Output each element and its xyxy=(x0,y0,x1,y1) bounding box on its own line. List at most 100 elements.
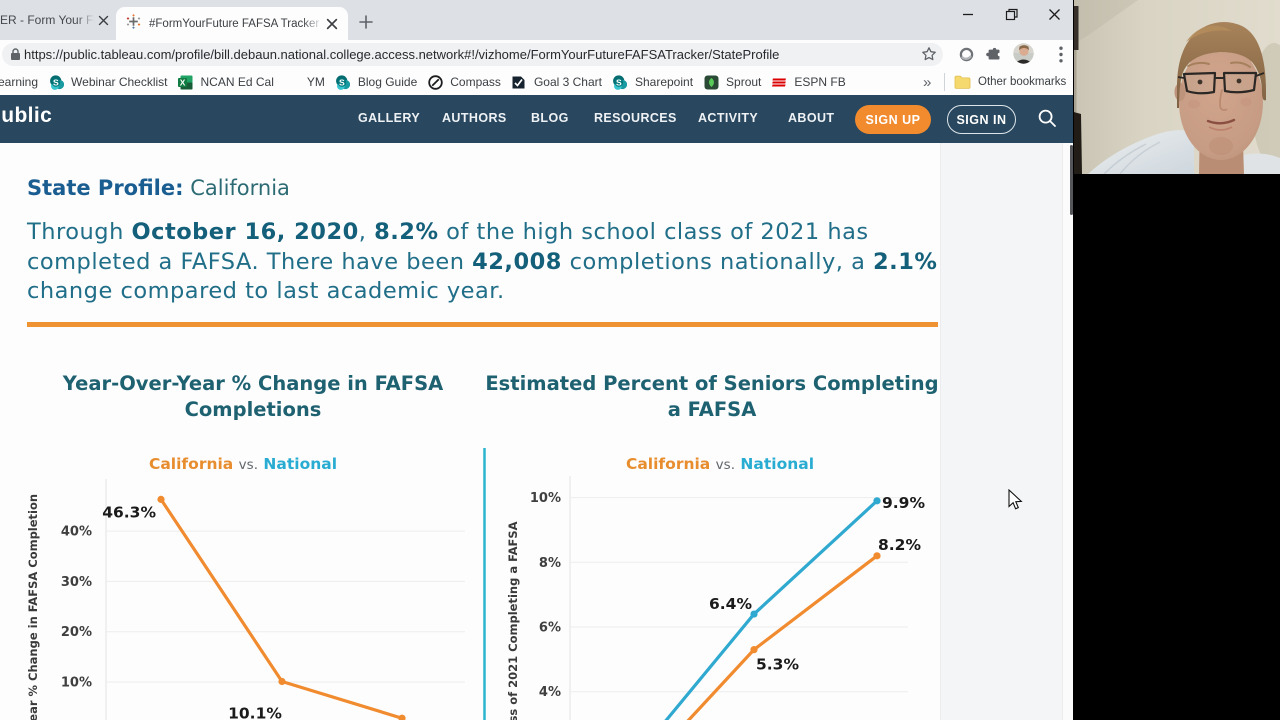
line-national xyxy=(664,499,879,720)
window-minimize-button[interactable] xyxy=(953,0,983,28)
folder-icon xyxy=(954,75,971,89)
intro-bold-text: 2.1% xyxy=(873,248,938,275)
address-bar[interactable]: https://public.tableau.com/profile/bill.… xyxy=(2,43,943,66)
nav-link-resources[interactable]: RESOURCES xyxy=(594,111,677,125)
nav-link-authors[interactable]: AUTHORS xyxy=(442,111,507,125)
intro-text: change compared to last academic year. xyxy=(27,278,505,305)
y-tick-label: 20% xyxy=(61,625,92,640)
data-label: 5.3% xyxy=(756,656,799,674)
extension-circle-icon[interactable] xyxy=(954,42,978,66)
window-close-button[interactable] xyxy=(1039,0,1069,28)
new-tab-button[interactable] xyxy=(352,8,380,36)
line-california xyxy=(159,498,403,720)
data-label: 10.1% xyxy=(228,704,282,720)
bookmark-compass[interactable]: Compass xyxy=(427,74,501,90)
bookmark-blog-guide[interactable]: S Blog Guide xyxy=(335,74,417,90)
legend-california: California xyxy=(625,455,711,473)
kebab-menu-icon[interactable] xyxy=(1049,42,1073,66)
search-icon[interactable] xyxy=(1037,108,1057,133)
bookmarks-overflow-icon[interactable]: » xyxy=(923,73,932,91)
bookmark-webinar-checklist[interactable]: S Webinar Checklist xyxy=(48,74,168,90)
nav-link-about[interactable]: ABOUT xyxy=(788,111,835,125)
bookmark-espn-fb[interactable]: ESPN FB xyxy=(771,74,846,90)
bookmark-label: NCAN Ed Cal xyxy=(200,75,274,89)
svg-text:S: S xyxy=(53,77,59,87)
mouse-cursor xyxy=(1008,489,1023,510)
bookmark-label: Compass xyxy=(450,75,501,89)
tableau-public-logo[interactable]: public xyxy=(0,104,53,127)
heading-label: State Profile: xyxy=(27,176,184,200)
y-tick-label: 6% xyxy=(539,621,561,636)
bookmark-label: ESPN FB xyxy=(794,75,846,89)
y-tick-label: 10% xyxy=(61,676,92,691)
browser-window: ER - Form Your Futu xyxy=(0,0,1073,720)
sign-up-button[interactable]: SIGN UP xyxy=(855,105,931,134)
data-label: 6.4% xyxy=(709,595,752,613)
browser-toolbar: https://public.tableau.com/profile/bill.… xyxy=(0,40,1073,69)
right-chart-title: Estimated Percent of Seniors Completing … xyxy=(485,372,939,421)
tab-title: ER - Form Your Futu xyxy=(0,13,95,27)
legend-california: California xyxy=(148,455,234,473)
bookmark-ym[interactable]: YM xyxy=(284,74,325,90)
intro-paragraph: Through October 16, 2020, 8.2% of the hi… xyxy=(27,218,939,307)
sharepoint-favicon-icon: S xyxy=(335,74,351,90)
y-tick-label: 30% xyxy=(61,575,92,590)
webcam-door-frame xyxy=(1074,6,1079,50)
profile-avatar[interactable] xyxy=(1011,41,1035,65)
bookmark-label: Goal 3 Chart xyxy=(533,75,602,89)
heading-state-value: California xyxy=(190,176,290,200)
bookmark-ncan-ed-cal[interactable]: X NCAN Ed Cal xyxy=(178,74,274,90)
bookmark-label: Webinar Checklist xyxy=(71,75,168,89)
tab-close-icon[interactable] xyxy=(323,15,340,32)
scrollbar-thumb[interactable] xyxy=(1069,145,1073,215)
page-scrollbar[interactable] xyxy=(1062,143,1073,720)
svg-text:S: S xyxy=(339,77,345,87)
data-label: 9.9% xyxy=(882,494,925,512)
state-profile-heading: State Profile: California xyxy=(27,176,290,200)
sign-in-button[interactable]: SIGN IN xyxy=(947,105,1016,134)
data-label: 46.3% xyxy=(102,503,156,521)
intro-bold-text: 42,008 xyxy=(472,248,562,275)
bookmark-star-icon[interactable] xyxy=(921,46,937,67)
webcam-video xyxy=(1074,0,1280,174)
intro-bold-text: 8.2% xyxy=(374,219,439,245)
tab-title: #FormYourFuture FAFSA Tracker xyxy=(149,17,320,30)
nav-link-blog[interactable]: BLOG xyxy=(531,111,569,125)
other-bookmarks-label: Other bookmarks xyxy=(978,76,1067,88)
tab-close-icon[interactable] xyxy=(95,12,112,29)
nav-link-activity[interactable]: ACTIVITY xyxy=(698,111,759,125)
excel-favicon-icon: X xyxy=(178,74,194,90)
nav-link-gallery[interactable]: GALLERY xyxy=(358,111,421,125)
tab-active[interactable]: #FormYourFuture FAFSA Tracker xyxy=(116,7,348,40)
tab-inactive[interactable]: ER - Form Your Futu xyxy=(0,0,112,40)
other-bookmarks-button[interactable]: Other bookmarks xyxy=(954,69,1066,95)
y-tick-label: 10% xyxy=(530,491,561,506)
url-text[interactable]: https://public.tableau.com/profile/bill.… xyxy=(24,47,780,62)
y-tick-label: 8% xyxy=(539,556,561,571)
charts-plot-area: 40% 30% 20% 10% Year % Change in FAFSA Compl… xyxy=(26,448,925,720)
bookmark-earning[interactable]: earning xyxy=(0,75,38,89)
story-card xyxy=(0,143,941,720)
bookmark-sprout[interactable]: Sprout xyxy=(703,74,761,90)
legend-national: National xyxy=(740,455,815,473)
bookmark-goal-3-chart[interactable]: Goal 3 Chart xyxy=(511,74,602,90)
viz-content xyxy=(0,143,1073,720)
legend-vs: vs. xyxy=(238,457,259,473)
bookmark-sharepoint[interactable]: S Sharepoint xyxy=(612,74,693,90)
sharepoint-favicon-icon: S xyxy=(612,74,628,90)
site-navbar: public GALLERY AUTHORS BLOG RESOURCES ACTIVI… xyxy=(0,95,1073,143)
extensions-puzzle-icon[interactable] xyxy=(982,42,1006,66)
bookmark-label: earning xyxy=(0,75,39,89)
legend-national: National xyxy=(263,455,338,473)
window-restore-button[interactable] xyxy=(996,0,1026,28)
intro-text: Through xyxy=(27,219,132,245)
y-tick-label: 40% xyxy=(61,525,92,540)
tab-strip: ER - Form Your Futu xyxy=(0,0,1073,40)
lock-icon[interactable] xyxy=(10,48,21,66)
intro-bold-text: October 16, 2020 xyxy=(131,219,359,245)
bookmark-label: Sharepoint xyxy=(634,75,694,89)
webcam-person xyxy=(1088,22,1280,174)
tableau-favicon-icon xyxy=(126,13,141,34)
bookmark-label: YM xyxy=(306,75,325,89)
